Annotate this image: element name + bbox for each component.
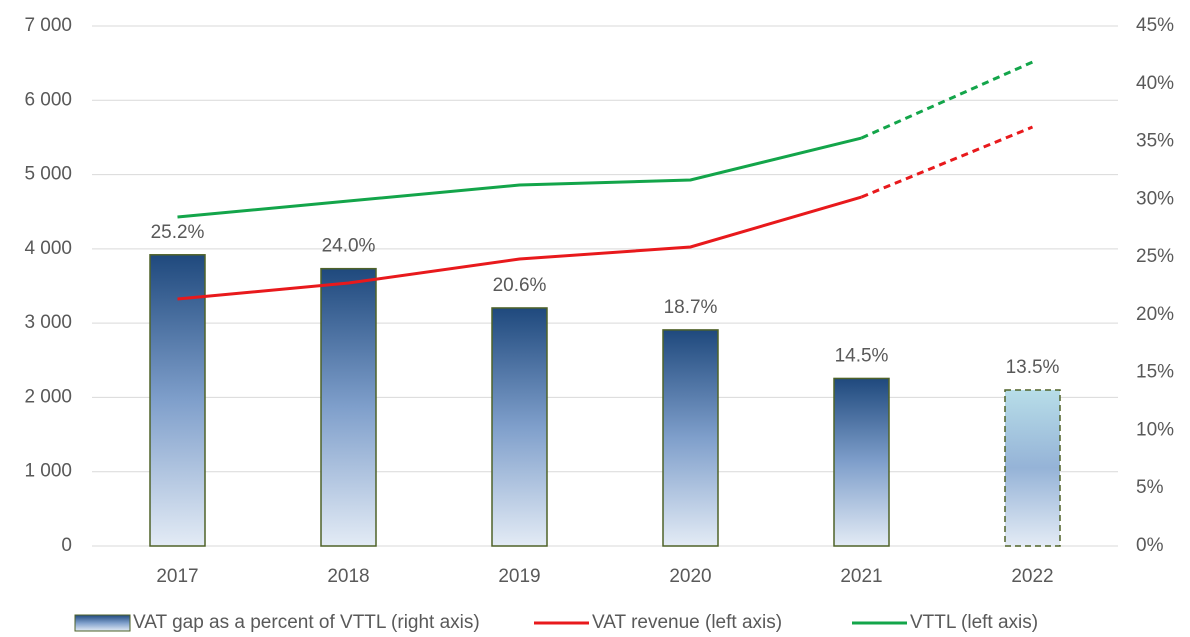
- data-label: 25.2%: [151, 222, 205, 243]
- y2-tick-label: 40%: [1136, 73, 1174, 94]
- y2-tick-label: 45%: [1136, 15, 1174, 36]
- y-tick-label: 7 000: [24, 15, 72, 36]
- projected-line: [860, 125, 1034, 199]
- y2-tick-label: 10%: [1136, 419, 1174, 440]
- bar: [662, 329, 719, 547]
- x-tick-label: 2021: [840, 566, 882, 587]
- data-label: 18.7%: [664, 297, 718, 318]
- y-tick-label: 6 000: [24, 89, 72, 110]
- x-tick-label: 2022: [1011, 566, 1053, 587]
- data-label: 24.0%: [322, 236, 376, 257]
- bar: [491, 307, 548, 547]
- y2-tick-label: 30%: [1136, 188, 1174, 209]
- legend-label: VAT gap as a percent of VTTL (right axis…: [133, 612, 480, 633]
- x-tick-label: 2018: [327, 566, 369, 587]
- x-tick-label: 2020: [669, 566, 711, 587]
- y-tick-label: 2 000: [24, 386, 72, 407]
- legend-label: VAT revenue (left axis): [592, 612, 782, 633]
- y2-tick-label: 35%: [1136, 131, 1174, 152]
- y-tick-label: 0: [61, 535, 72, 556]
- y2-tick-label: 20%: [1136, 304, 1174, 325]
- data-label: 13.5%: [1006, 357, 1060, 378]
- y2-tick-label: 15%: [1136, 362, 1174, 383]
- y-tick-label: 1 000: [24, 461, 72, 482]
- y2-tick-label: 25%: [1136, 246, 1174, 267]
- bar: [833, 377, 890, 547]
- y2-tick-label: 0%: [1136, 535, 1164, 556]
- x-tick-label: 2017: [156, 566, 198, 587]
- y-tick-label: 4 000: [24, 238, 72, 259]
- bar: [320, 267, 377, 547]
- legend-label: VTTL (left axis): [910, 612, 1038, 633]
- line: [177, 136, 862, 219]
- data-label: 14.5%: [835, 345, 889, 366]
- line: [177, 195, 862, 301]
- y2-tick-label: 5%: [1136, 477, 1164, 498]
- x-tick-label: 2019: [498, 566, 540, 587]
- legend-swatch: [74, 614, 131, 632]
- y-tick-label: 3 000: [24, 312, 72, 333]
- y-tick-label: 5 000: [24, 164, 72, 185]
- data-label: 20.6%: [493, 275, 547, 296]
- bar: [1004, 389, 1061, 547]
- bar: [149, 254, 206, 547]
